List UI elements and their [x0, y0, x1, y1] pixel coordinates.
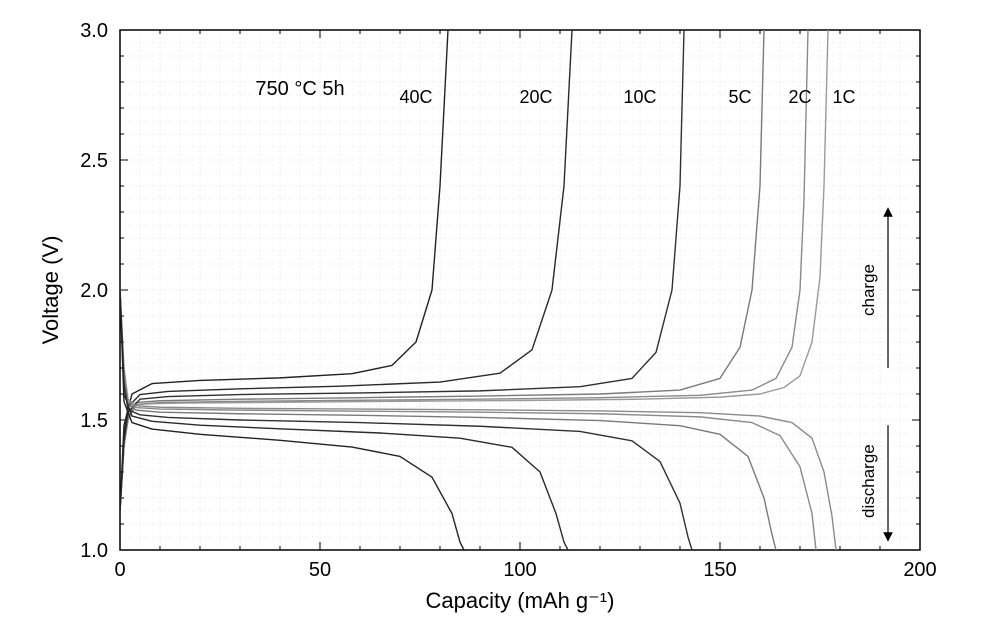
- series-label-40C_charge: 40C: [399, 87, 432, 107]
- voltage-capacity-chart: 0 50 100 150 200 1.0 1.5 2.0 2.5 3.0 Capacity (mAh…: [0, 0, 1000, 628]
- charge-label: charge: [859, 264, 878, 316]
- y-tick-label: 3.0: [80, 20, 108, 42]
- condition-annotation: 750 °C 5h: [255, 78, 344, 100]
- y-tick-label: 1.5: [80, 410, 108, 432]
- x-tick-label: 0: [114, 559, 125, 581]
- chart-container: { "chart": { "type": "line", "width": 10…: [0, 0, 1000, 628]
- x-tick-label: 200: [903, 559, 936, 581]
- x-axis-label: Capacity (mAh g⁻¹): [426, 588, 615, 613]
- series-label-1C_charge: 1C: [832, 87, 855, 107]
- x-tick-label: 50: [309, 559, 331, 581]
- series-label-5C_charge: 5C: [728, 87, 751, 107]
- series-label-10C_charge: 10C: [623, 87, 656, 107]
- series-label-2C_charge: 2C: [788, 87, 811, 107]
- y-tick-label: 1.0: [80, 540, 108, 562]
- y-tick-label: 2.5: [80, 150, 108, 172]
- discharge-label: discharge: [859, 444, 878, 518]
- x-tick-label: 100: [503, 559, 536, 581]
- y-axis-label: Voltage (V): [38, 236, 63, 345]
- y-tick-label: 2.0: [80, 280, 108, 302]
- series-label-20C_charge: 20C: [519, 87, 552, 107]
- x-tick-label: 150: [703, 559, 736, 581]
